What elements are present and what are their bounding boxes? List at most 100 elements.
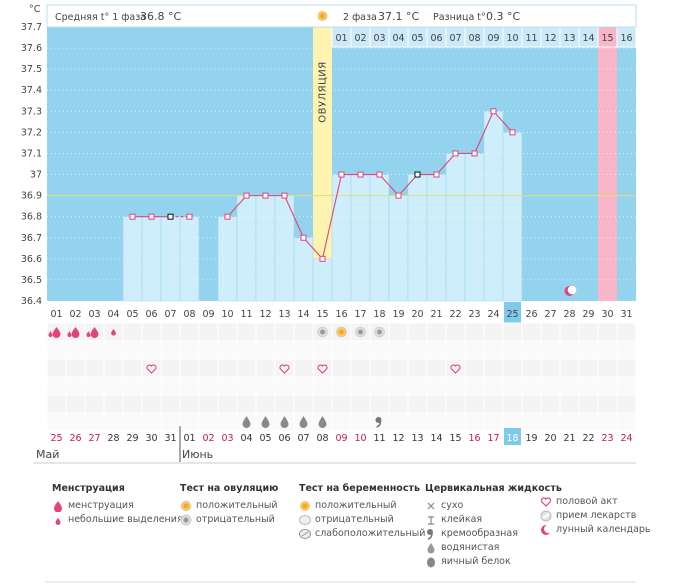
temperature-point xyxy=(471,150,478,157)
symptom-cell xyxy=(65,376,86,396)
temperature-bar xyxy=(293,237,314,302)
phase2-day-label: 09 xyxy=(487,33,499,44)
symptom-cell xyxy=(312,376,333,396)
symptom-cell xyxy=(521,340,542,360)
symptom-cell xyxy=(350,376,371,396)
legend-item: лунный календарь xyxy=(540,523,651,537)
symptom-cell xyxy=(103,376,124,396)
legend-pregnancy-test: Тест на беременность положительный отриц… xyxy=(299,483,425,541)
calendar-date-label: 24 xyxy=(620,433,632,444)
legend-title: Тест на овуляцию xyxy=(180,483,279,494)
symptom-cell xyxy=(521,358,542,378)
legend-title: Тест на беременность xyxy=(299,483,420,494)
temperature-point xyxy=(376,171,383,178)
symptom-cell xyxy=(179,412,200,432)
cycle-day-label: 26 xyxy=(525,309,537,320)
temperature-line-segment xyxy=(493,110,513,133)
calendar-date-label: 11 xyxy=(373,433,385,444)
temperature-bar xyxy=(407,174,428,302)
symptom-cell xyxy=(255,358,276,378)
symptom-cell xyxy=(521,322,542,342)
symptom-cell xyxy=(388,412,409,432)
symptom-cell xyxy=(426,412,447,432)
symptom-cell xyxy=(179,376,200,396)
symptom-cell xyxy=(445,340,466,360)
legend-item: водянистая xyxy=(425,541,562,555)
y-tick-label: 36.4 xyxy=(21,296,42,307)
cycle-day-label: 05 xyxy=(126,309,138,320)
symptom-cell xyxy=(198,340,219,360)
symptom-cell xyxy=(122,394,143,414)
symptom-cell xyxy=(255,394,276,414)
symptom-cell xyxy=(198,322,219,342)
calendar-date-label: 02 xyxy=(202,433,214,444)
symptom-cell xyxy=(65,412,86,432)
symptom-cell xyxy=(464,322,485,342)
symptom-cell xyxy=(179,340,200,360)
cycle-day-label: 16 xyxy=(335,309,347,320)
symptom-cell xyxy=(445,322,466,342)
temperature-bar xyxy=(464,153,485,302)
symptom-cell xyxy=(521,394,542,414)
y-tick-label: 36.9 xyxy=(21,191,42,202)
symptom-cell xyxy=(616,376,637,396)
symptom-cell xyxy=(350,358,371,378)
symptom-cell xyxy=(293,358,314,378)
y-tick-label: 37.5 xyxy=(21,64,42,75)
symptom-cell xyxy=(255,376,276,396)
cycle-day-label: 03 xyxy=(88,309,100,320)
symptom-cell xyxy=(198,412,219,432)
legend-cervical-fluid: Цервикальная жидкость сухо клейкая кремо… xyxy=(425,483,562,569)
cycle-day-label: 25 xyxy=(506,309,518,320)
symptom-cell xyxy=(578,358,599,378)
symptom-cell xyxy=(559,376,580,396)
symptom-cell xyxy=(46,358,67,378)
symptom-cell xyxy=(521,376,542,396)
symptom-cell xyxy=(84,358,105,378)
symptom-cell xyxy=(274,322,295,342)
symptom-cell xyxy=(103,394,124,414)
legend-item: отрицательный xyxy=(180,513,278,527)
heart-icon xyxy=(279,364,290,374)
cycle-day-label: 20 xyxy=(411,309,423,320)
moon-icon xyxy=(541,524,552,535)
watery-icon xyxy=(299,416,308,428)
phase2-day-label: 10 xyxy=(506,33,518,44)
calendar-date-label: 10 xyxy=(354,433,366,444)
symptom-cell xyxy=(46,340,67,360)
symptom-cell xyxy=(84,376,105,396)
legend-item: яичный белок xyxy=(425,555,562,569)
cycle-day-label: 01 xyxy=(50,309,62,320)
calendar-date-label: 01 xyxy=(183,433,195,444)
symptom-cell xyxy=(407,322,428,342)
symptom-cell xyxy=(65,394,86,414)
temperature-line-segment xyxy=(227,195,247,218)
calendar-date-label: 13 xyxy=(411,433,423,444)
cycle-day-label: 17 xyxy=(354,309,366,320)
temperature-point xyxy=(319,255,326,262)
symptom-cell xyxy=(559,412,580,432)
temperature-point xyxy=(262,192,269,199)
calendar-date-label: 29 xyxy=(126,433,138,444)
temperature-point xyxy=(395,192,402,199)
symptom-cell xyxy=(198,358,219,378)
calendar-date-label: 06 xyxy=(278,433,290,444)
symptom-cell xyxy=(217,394,238,414)
symptom-cell xyxy=(616,412,637,432)
calendar-date-label: 23 xyxy=(601,433,613,444)
symptom-cell xyxy=(160,340,181,360)
y-tick-label: 37.6 xyxy=(21,43,42,54)
symptom-cell xyxy=(103,358,124,378)
symptom-cell xyxy=(84,394,105,414)
temperature-bar xyxy=(255,195,276,302)
symptom-cell xyxy=(141,394,162,414)
symptom-cell xyxy=(388,322,409,342)
symptom-cell xyxy=(578,376,599,396)
cycle-day-label: 08 xyxy=(183,309,195,320)
pregnancy-negative-icon xyxy=(299,515,311,525)
moon-icon-cut xyxy=(567,285,577,295)
symptom-cell xyxy=(331,394,352,414)
symptom-cell xyxy=(597,376,618,396)
cycle-day-label: 21 xyxy=(430,309,442,320)
